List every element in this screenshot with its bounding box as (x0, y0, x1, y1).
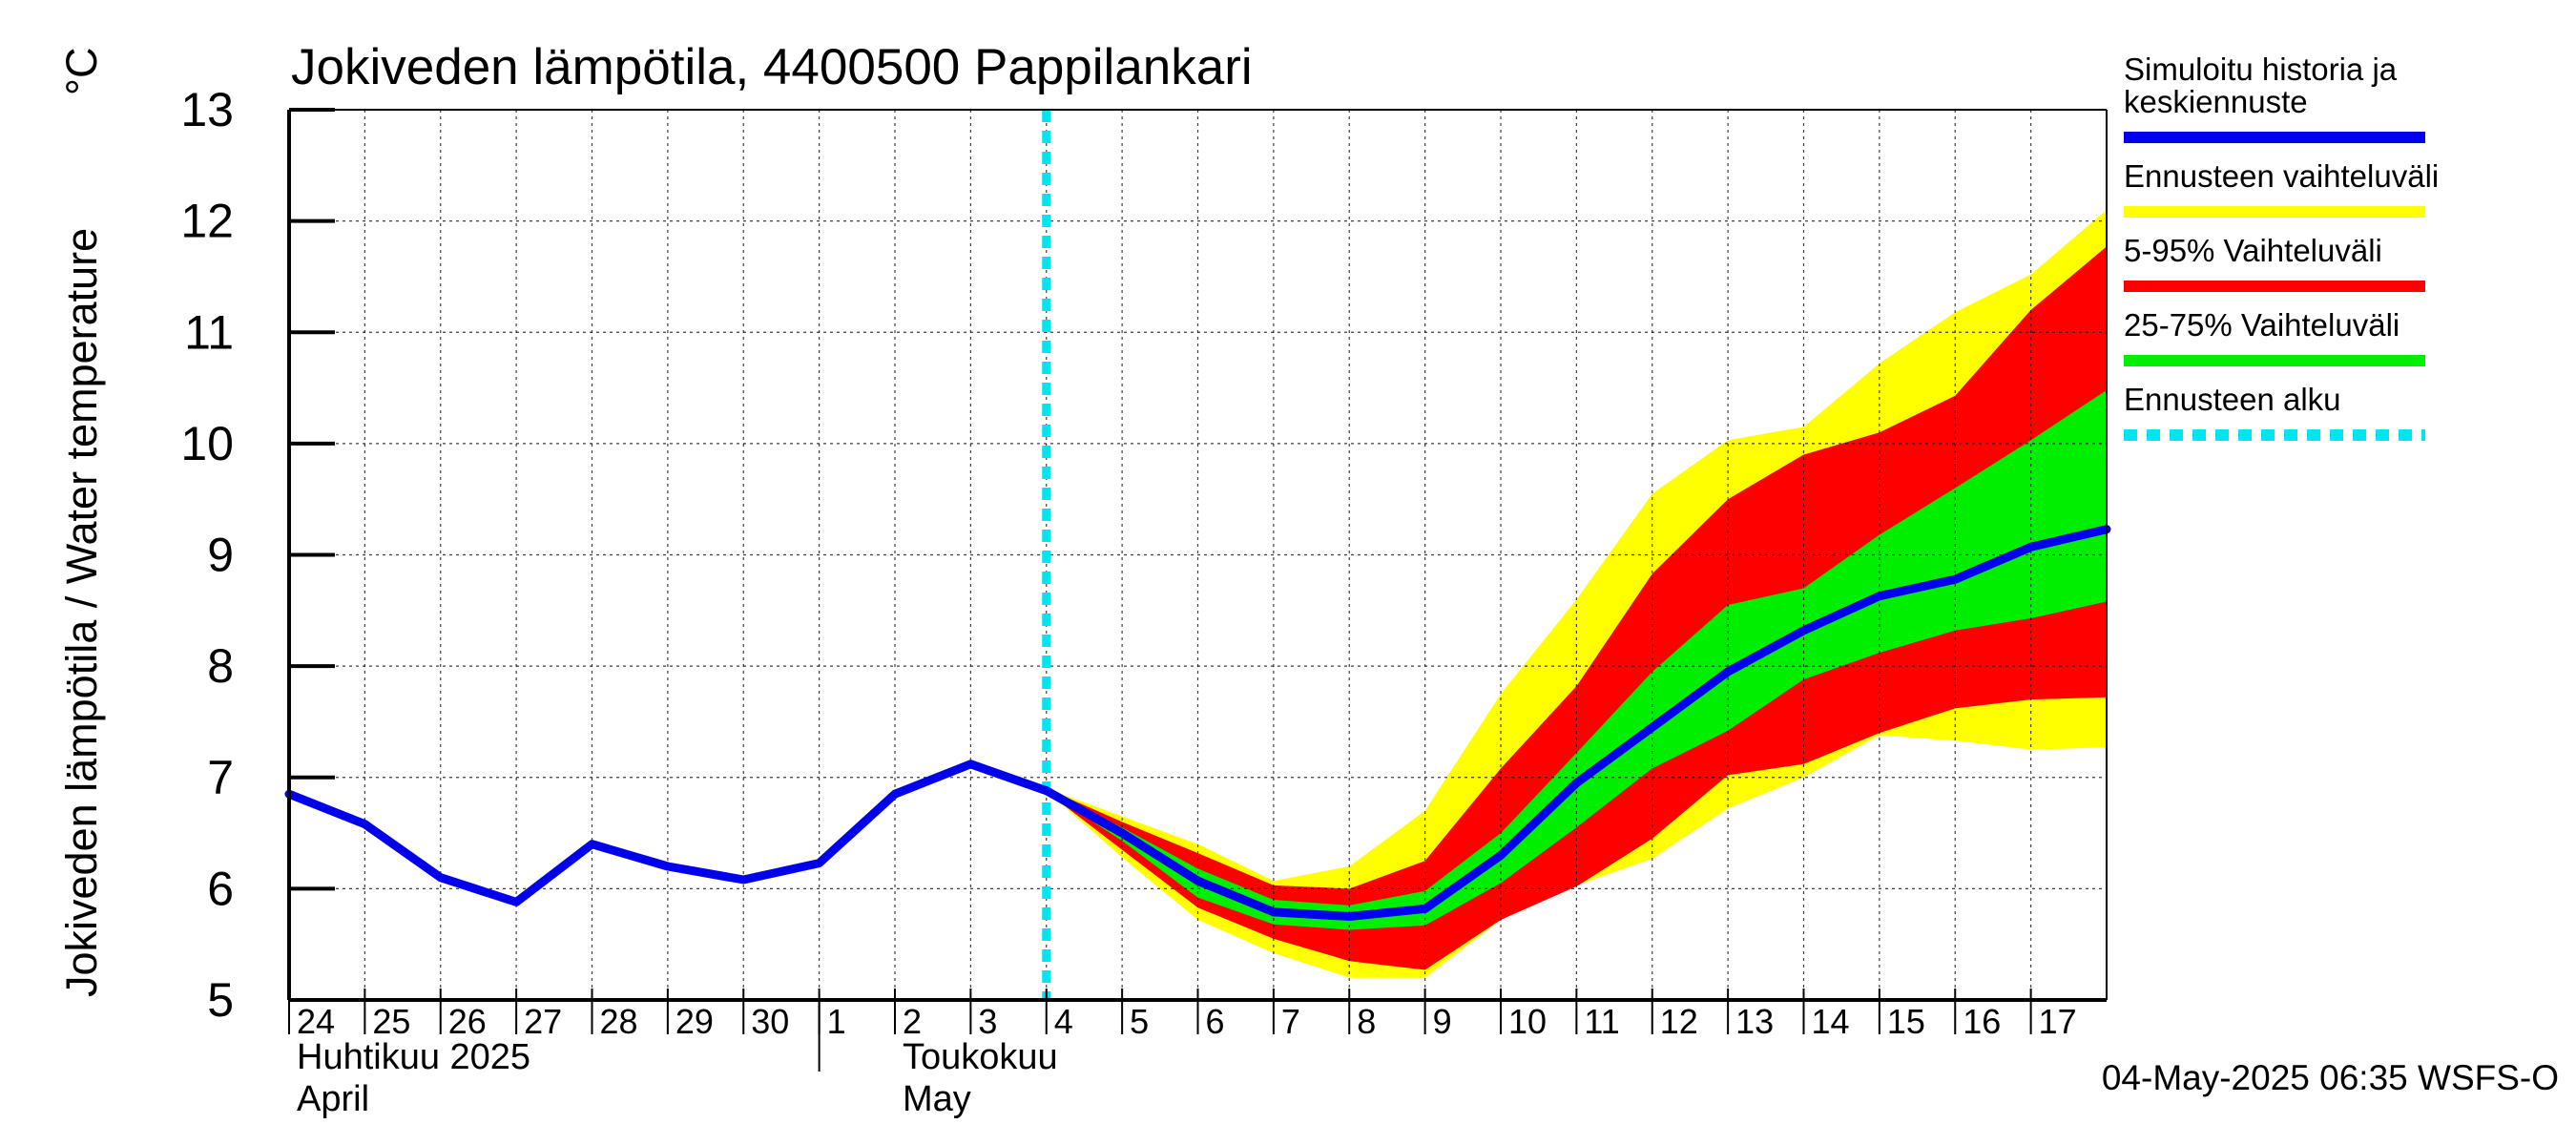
footer-timestamp: 04-May-2025 06:35 WSFS-O (2102, 1058, 2559, 1097)
y-tick-label: 5 (207, 973, 234, 1027)
y-tick-label: 12 (180, 195, 234, 248)
month-label-en: April (297, 1079, 369, 1119)
y-axis-label: Jokiveden lämpötila / Water temperature (57, 228, 106, 997)
month-label-fi: Toukokuu (903, 1037, 1058, 1077)
x-tick-label: 28 (600, 1002, 638, 1041)
x-tick-label: 15 (1887, 1002, 1925, 1041)
x-tick-label: 8 (1357, 1002, 1376, 1041)
legend-label: Simuloitu historia ja (2124, 52, 2398, 87)
x-tick-label: 11 (1584, 1002, 1619, 1041)
x-tick-label: 2 (903, 1002, 922, 1041)
legend-label: 25-75% Vaihteluväli (2124, 307, 2399, 343)
legend-label: keskiennuste (2124, 84, 2308, 119)
x-tick-label: 17 (2039, 1002, 2077, 1041)
y-tick-label: 9 (207, 529, 234, 582)
x-tick-label: 13 (1735, 1002, 1774, 1041)
x-tick-label: 3 (978, 1002, 997, 1041)
y-axis-unit: °C (57, 48, 106, 96)
y-tick-label: 13 (180, 83, 234, 136)
y-tick-label: 10 (180, 417, 234, 470)
x-tick-label: 7 (1281, 1002, 1300, 1041)
x-tick-label: 5 (1130, 1002, 1149, 1041)
forecast-range-band (1046, 210, 2107, 978)
x-tick-label: 9 (1433, 1002, 1452, 1041)
legend-label: Ennusteen alku (2124, 382, 2341, 417)
x-tick-label: 30 (751, 1002, 789, 1041)
legend-label: 5-95% Vaihteluväli (2124, 233, 2382, 268)
month-label-en: May (903, 1079, 971, 1119)
y-tick-label: 8 (207, 639, 234, 693)
y-tick-label: 7 (207, 751, 234, 804)
plot-area (284, 110, 2111, 1000)
chart-title: Jokiveden lämpötila, 4400500 Pappilankar… (291, 39, 1253, 95)
x-tick-label: 16 (1963, 1002, 2001, 1041)
x-tick-label: 14 (1812, 1002, 1850, 1041)
x-tick-label: 27 (524, 1002, 562, 1041)
x-tick-label: 25 (372, 1002, 410, 1041)
x-tick-label: 26 (448, 1002, 487, 1041)
x-tick-label: 24 (297, 1002, 335, 1041)
x-tick-label: 6 (1206, 1002, 1225, 1041)
x-tick-label: 1 (827, 1002, 846, 1041)
x-tick-label: 12 (1660, 1002, 1698, 1041)
y-tick-label: 11 (184, 305, 234, 359)
forecast-median-line (1042, 525, 2111, 921)
legend-label: Ennusteen vaihteluväli (2124, 158, 2439, 194)
p25-75-band (1046, 389, 2107, 930)
x-tick-label: 10 (1508, 1002, 1547, 1041)
y-tick-label: 6 (207, 862, 234, 915)
x-tick-label: 29 (675, 1002, 714, 1041)
x-tick-label: 4 (1054, 1002, 1073, 1041)
history-line (284, 760, 1051, 906)
month-label-fi: Huhtikuu 2025 (297, 1037, 530, 1077)
